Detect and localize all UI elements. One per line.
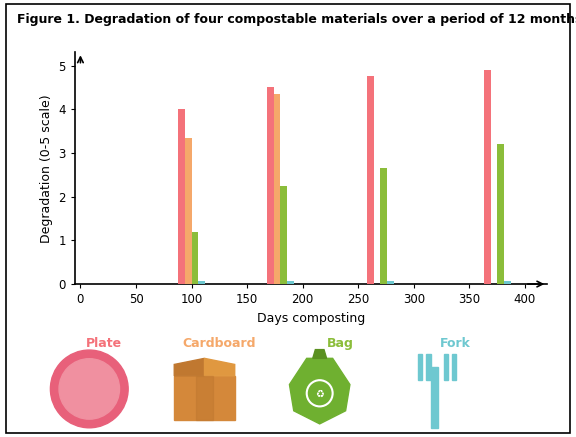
Y-axis label: Degradation (0-5 scale): Degradation (0-5 scale) <box>40 94 53 243</box>
Bar <box>198 281 205 284</box>
Polygon shape <box>444 354 448 380</box>
Text: Cardboard: Cardboard <box>182 336 256 350</box>
Bar <box>178 109 185 284</box>
X-axis label: Days composting: Days composting <box>257 312 365 325</box>
Bar <box>267 87 274 284</box>
Polygon shape <box>431 367 438 428</box>
Bar <box>381 168 387 284</box>
Text: Figure 1. Degradation of four compostable materials over a period of 12 months: Figure 1. Degradation of four compostabl… <box>17 13 576 26</box>
Text: Fork: Fork <box>439 336 471 350</box>
Polygon shape <box>289 358 350 424</box>
Bar <box>367 76 374 284</box>
Text: Bag: Bag <box>327 336 353 350</box>
Polygon shape <box>426 354 430 380</box>
Polygon shape <box>175 358 204 376</box>
Bar <box>497 144 504 284</box>
Polygon shape <box>313 350 327 358</box>
Text: ♻: ♻ <box>315 388 324 398</box>
Polygon shape <box>418 354 422 380</box>
Circle shape <box>59 359 120 419</box>
Polygon shape <box>452 354 456 380</box>
Polygon shape <box>175 376 235 420</box>
Circle shape <box>51 350 128 428</box>
Bar <box>484 70 491 284</box>
Bar <box>192 232 198 284</box>
Bar <box>287 281 294 284</box>
Polygon shape <box>196 376 213 420</box>
Polygon shape <box>204 358 235 376</box>
Bar <box>504 281 510 284</box>
Bar <box>274 94 281 284</box>
Bar <box>281 186 287 284</box>
Text: Plate: Plate <box>86 336 122 350</box>
Bar <box>185 138 192 284</box>
Bar <box>387 281 394 284</box>
